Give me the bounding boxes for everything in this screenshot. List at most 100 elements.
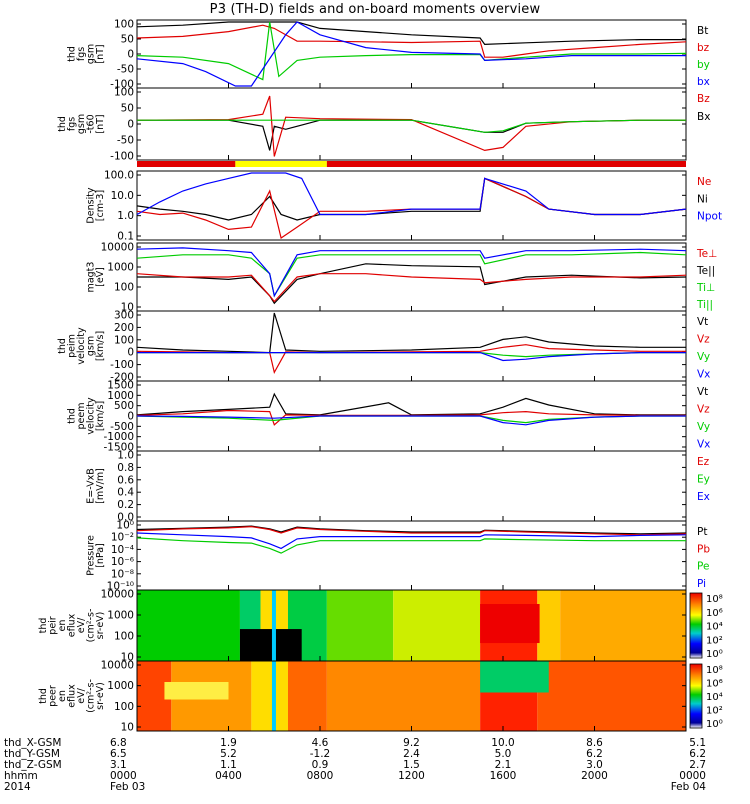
legend-entry: Ez [697, 456, 710, 468]
series-Vz [136, 409, 686, 426]
y-tick-label: 1000 [107, 610, 134, 622]
legend-entry: Ne [697, 176, 711, 188]
series-Ne [136, 177, 687, 239]
y-tick-label: 1000 [107, 390, 134, 402]
colorbar-cb2: 10⁸ 10⁶ 10⁴ 10² 10⁰ [689, 663, 723, 730]
y-tick-label: 300 [114, 310, 134, 322]
y-tick-label: 10⁻⁴ [111, 544, 134, 556]
series-By [137, 119, 686, 133]
y-axis-label-line: peem [76, 403, 87, 430]
y-axis-label-line: velocity [76, 327, 87, 365]
y-axis-label-line: [mV/m] [95, 468, 106, 504]
y-tick-label: 0.4 [117, 487, 134, 499]
y-axis-label-line: gsm [86, 336, 97, 356]
series-Pe [136, 537, 686, 554]
colorbar-label: 10⁶ [706, 608, 723, 619]
y-tick-label: 10000 [101, 660, 134, 672]
y-tick-label: 10⁻⁶ [111, 556, 134, 568]
y-axis-label-line: gsm [76, 114, 87, 134]
panel-temp: 10000 1000 100 10 magt3[eV] Te⊥ Te|| Ti⊥ Ti|| [86, 242, 718, 314]
series-Bt [136, 21, 686, 46]
panel-frame [136, 520, 687, 591]
y-axis-label-line: (cm²-s- [86, 679, 97, 713]
panel-efield: 1.00.80.60.40.20.0 E=-VxB[mV/m] Ez Ey Ex [86, 450, 710, 524]
colorbar-label: 10⁰ [706, 719, 723, 730]
colorbar-label: 10² [706, 635, 723, 646]
series-by [136, 21, 687, 81]
spectrogram-band [239, 629, 302, 661]
y-tick-label: -1500 [103, 442, 134, 454]
panel-mode_bar [137, 161, 686, 167]
spectrogram-band [326, 590, 394, 661]
y-axis-label-line: velocity [86, 397, 97, 435]
y-axis-label-line: Pressure [86, 535, 97, 576]
mode-bar-segment [326, 161, 686, 167]
y-axis-label-line: sr-eV) [95, 682, 106, 710]
y-axis-label-line: E=-VxB [86, 468, 97, 503]
legend-entry: Pt [697, 526, 707, 538]
series-bz [136, 24, 687, 58]
y-axis-label-line: eflux [67, 613, 78, 637]
y-axis-label-line: thd [57, 116, 68, 132]
series-Vx [136, 415, 686, 426]
y-axis-label-line: gsm [86, 44, 97, 64]
y-tick-label: -100 [110, 359, 134, 371]
colorbar-label: 10⁸ [706, 594, 723, 605]
colorbar-label: 10⁴ [706, 622, 723, 633]
legend-entry: Bx [697, 111, 710, 123]
y-tick-label: 1.0 [117, 450, 134, 462]
spectrogram-band [537, 590, 561, 661]
y-tick-label: 500 [114, 400, 134, 412]
y-tick-label: 100 [114, 87, 134, 99]
mode-bar-segment [235, 161, 327, 167]
y-axis-label: E=-VxB[mV/m] [86, 468, 107, 504]
y-tick-label: 0 [127, 49, 134, 61]
legend-entry: Ey [697, 474, 710, 486]
y-tick-label: -100 [110, 151, 134, 163]
y-axis-label: magt3[eV] [86, 262, 107, 293]
spectrogram-band [537, 661, 686, 731]
legend-entry: bz [697, 42, 710, 54]
y-tick-label: 100 [114, 282, 134, 294]
series-Vt [136, 392, 686, 416]
spectrogram-peir [137, 590, 686, 661]
series-Bx [137, 119, 686, 151]
spectrogram-band [560, 590, 686, 661]
y-tick-label: 100.0 [104, 170, 134, 182]
y-tick-label: 10⁻² [111, 532, 134, 544]
legend-entry: Pb [697, 543, 710, 555]
y-axis-label-line: eV/ [76, 617, 87, 633]
series-Pi [136, 532, 687, 550]
y-axis-label-line: [nT] [95, 114, 106, 133]
spectrogram-band [251, 661, 288, 731]
y-tick-label: -100 [110, 79, 134, 91]
y-tick-label: 0 [127, 119, 134, 131]
y-tick-label: 1.0 [117, 210, 134, 222]
y-tick-label: 0.0 [117, 512, 134, 524]
spectrogram-band [480, 661, 549, 693]
legend-entry: Vx [697, 369, 710, 381]
y-axis-label-line: -t60 [86, 114, 97, 133]
y-axis-label-line: sr-eV) [95, 612, 106, 640]
spectrogram-band [480, 604, 540, 644]
y-tick-label: 1000 [107, 262, 134, 274]
series-Ti⊥ [136, 247, 687, 298]
y-tick-label: 10.0 [111, 190, 134, 202]
spectrogram-band [326, 661, 481, 731]
spectrogram-band [164, 682, 229, 700]
y-axis-label-line: [eV] [95, 267, 106, 287]
y-tick-label: 10000 [101, 589, 134, 601]
panel-pressure: 10⁰10⁻²10⁻⁴10⁻⁶10⁻⁸10⁻¹⁰Pressure[nPa]PtP… [86, 520, 711, 593]
y-tick-label: 200 [114, 322, 134, 334]
y-tick-label: 10 [121, 652, 134, 664]
y-tick-label: 0.8 [117, 462, 134, 474]
legend-entry: Ex [697, 491, 710, 503]
y-axis-label-line: thd [67, 408, 78, 424]
y-tick-label: -50 [117, 135, 134, 147]
panel-density: 100.0 10.0 1.0 0.1 Density[cm-3] Ne Ni Npot [86, 170, 723, 243]
